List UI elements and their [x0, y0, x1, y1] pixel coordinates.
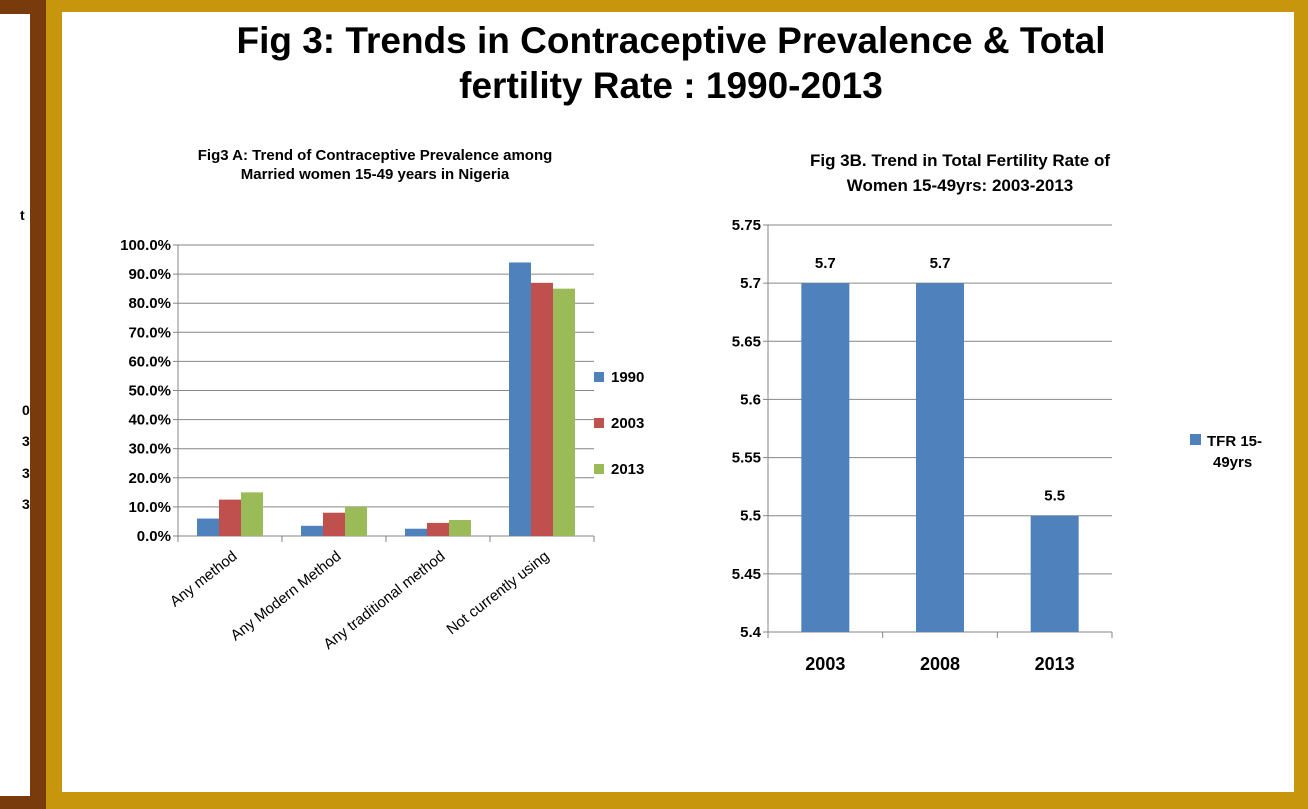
chart-a-ytick-label: 90.0%	[128, 266, 171, 283]
chart-b-data-label: 5.5	[1044, 488, 1065, 505]
chart-a-category-label: Not currently using	[443, 548, 552, 638]
chart-a-bar-2013	[553, 288, 575, 536]
left-panel-edge: t 0 3 3 3	[0, 14, 30, 796]
chart-a-legend-swatch	[594, 372, 604, 382]
chart-b-ytick-label: 5.55	[732, 450, 761, 467]
chart-a-ytick-label: 100.0%	[120, 237, 171, 254]
chart-b-title: Fig 3B. Trend in Total Fertility Rate of	[810, 151, 1110, 170]
chart-b-ytick-label: 5.45	[732, 566, 761, 583]
chart-a-bar-2013	[241, 492, 263, 536]
chart-a-bar-1990	[197, 518, 219, 536]
chart-a-bar-1990	[301, 525, 323, 536]
chart-a-ytick-label: 30.0%	[128, 441, 171, 458]
chart-a-ytick-label: 80.0%	[128, 295, 171, 312]
chart-b-ytick-label: 5.5	[740, 508, 761, 525]
chart-a-legend-label: 2003	[611, 415, 644, 432]
left-edge-fragment: 0	[22, 402, 30, 418]
chart-b-bar	[1030, 515, 1079, 632]
slide-title: Fig 3: Trends in Contraceptive Prevalenc…	[0, 18, 1308, 108]
chart-b-legend-label: 49yrs	[1213, 454, 1252, 471]
chart-b-category-label: 2003	[805, 654, 845, 674]
chart-a-ytick-label: 70.0%	[128, 324, 171, 341]
chart-a-legend-swatch	[594, 418, 604, 428]
chart-b-legend-label: TFR 15-	[1207, 433, 1262, 450]
slide-frame	[46, 0, 1308, 809]
chart-b-ytick-label: 5.6	[740, 391, 761, 408]
chart-a-bar-2013	[345, 506, 367, 536]
left-edge-fragment: t	[20, 207, 25, 223]
chart-a-bar-1990	[405, 528, 427, 536]
chart-a-ytick-label: 0.0%	[137, 528, 171, 545]
chart-a-legend-swatch	[594, 464, 604, 474]
left-border-bar: t 0 3 3 3	[0, 0, 46, 809]
chart-a-title: Married women 15-49 years in Nigeria	[241, 166, 510, 183]
chart-a-ytick-label: 40.0%	[128, 412, 171, 429]
chart-a-legend-label: 2013	[611, 461, 644, 478]
chart-a-ytick-label: 10.0%	[128, 499, 171, 516]
chart-b-ytick-label: 5.7	[740, 275, 761, 292]
left-edge-fragment: 3	[22, 433, 30, 449]
chart-b-ytick-label: 5.75	[732, 217, 761, 234]
slide-panel	[62, 12, 1294, 792]
chart-a-bar-1990	[509, 262, 531, 536]
chart-a-category-label: Any method	[167, 548, 241, 611]
left-edge-fragment: 3	[22, 465, 30, 481]
chart-a-bar-2003	[427, 522, 449, 536]
chart-b-bar	[916, 283, 964, 632]
chart-a-ytick-label: 50.0%	[128, 383, 171, 400]
chart-b-ytick-label: 5.4	[740, 624, 762, 641]
chart-a-bar-2003	[323, 512, 345, 536]
chart-b-data-label: 5.7	[815, 255, 836, 272]
chart-b-title: Women 15-49yrs: 2003-2013	[847, 176, 1074, 195]
chart-a-ytick-label: 60.0%	[128, 353, 171, 370]
chart-b-data-label: 5.7	[930, 255, 951, 272]
slide-title-line1: Fig 3: Trends in Contraceptive Prevalenc…	[236, 20, 1106, 61]
chart-a-bar-2003	[219, 499, 241, 536]
chart-a-title: Fig3 A: Trend of Contraceptive Prevalenc…	[198, 147, 553, 164]
chart-b-category-label: 2008	[920, 654, 960, 674]
chart-a-bar-2013	[449, 519, 471, 536]
chart-a-legend-label: 1990	[611, 369, 644, 386]
left-edge-fragment: 3	[22, 496, 30, 512]
chart-b-legend-swatch	[1190, 434, 1201, 445]
chart-b-bar	[801, 283, 850, 632]
chart-a-bar-2003	[531, 282, 553, 536]
slide-title-line2: fertility Rate : 1990-2013	[459, 65, 883, 106]
chart-b-category-label: 2013	[1035, 654, 1075, 674]
chart-a-ytick-label: 20.0%	[128, 470, 171, 487]
chart-b-ytick-label: 5.65	[732, 333, 761, 350]
chart-a-category-label: Any Modern Method	[228, 548, 345, 645]
